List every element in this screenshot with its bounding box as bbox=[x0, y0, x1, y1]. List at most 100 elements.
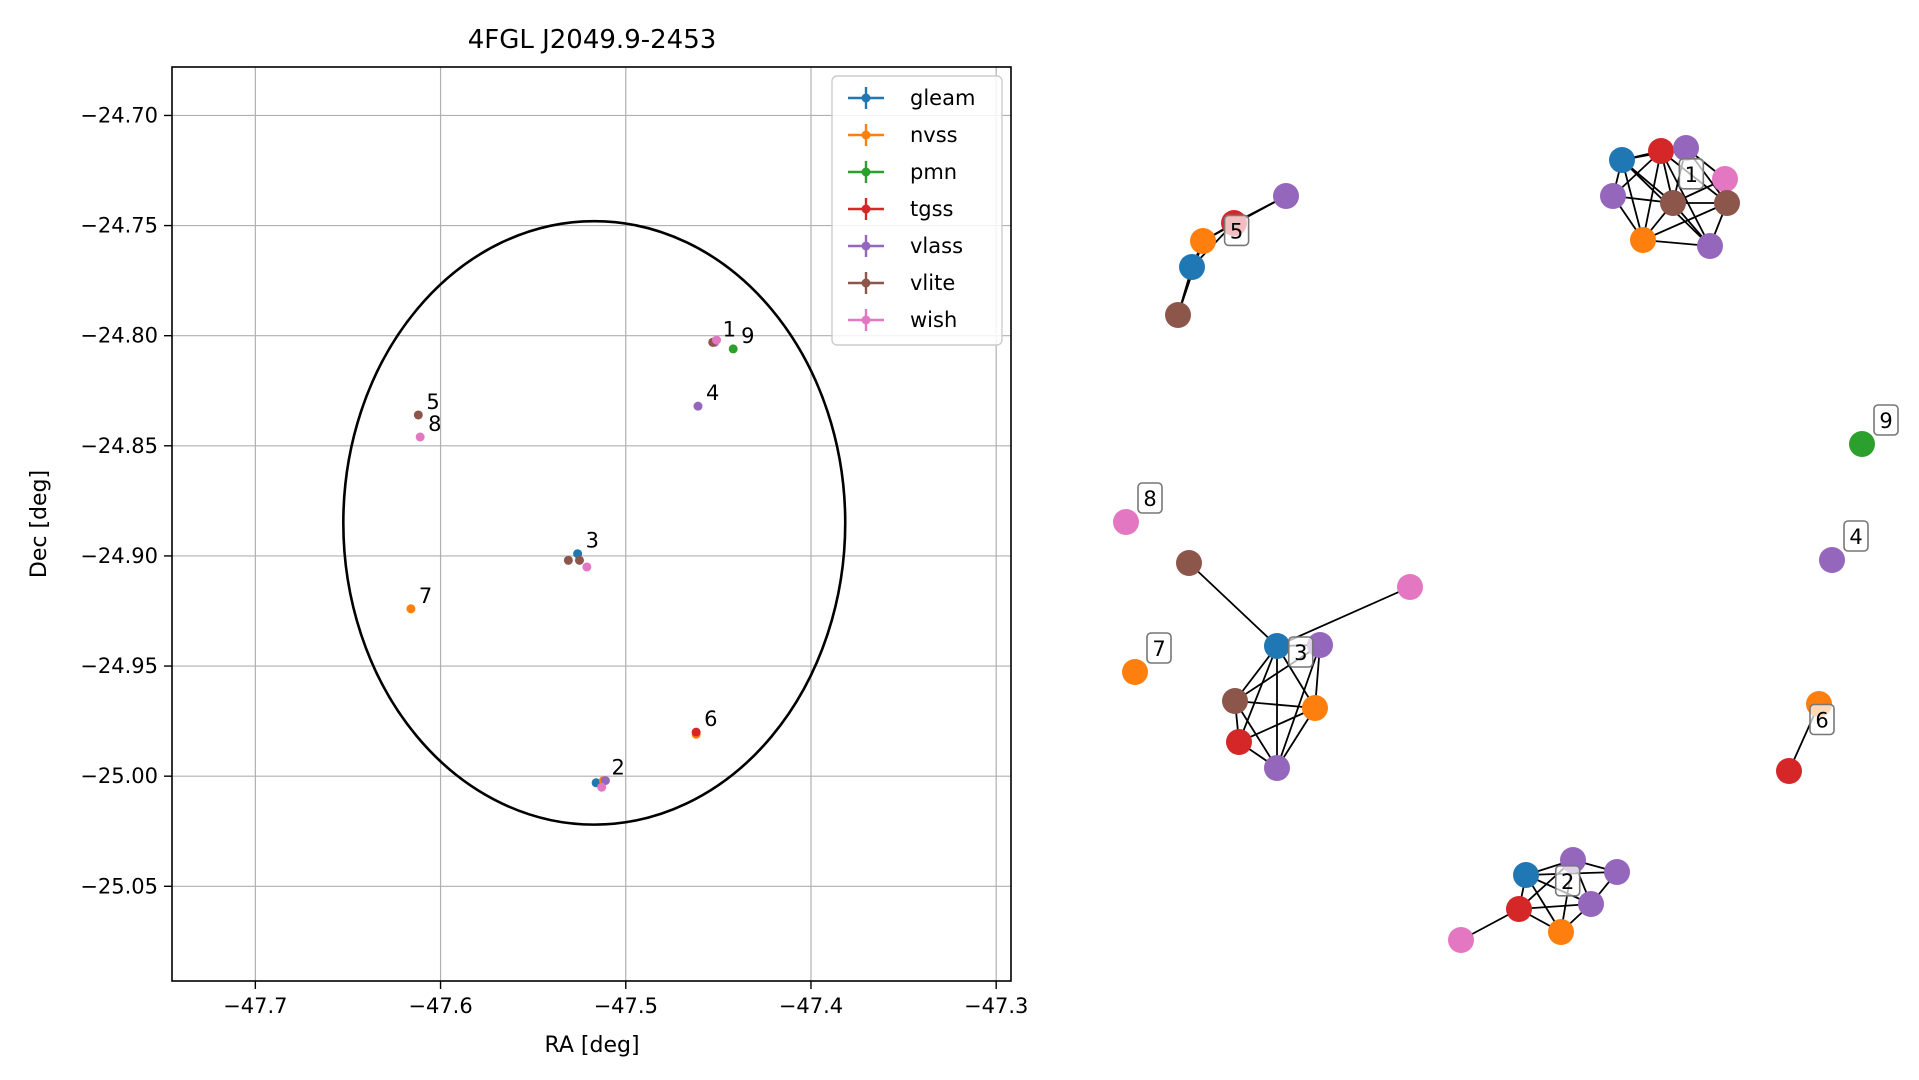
legend-label: wish bbox=[910, 308, 957, 332]
y-tick-label: −24.70 bbox=[80, 103, 158, 127]
legend-entry-tgss: tgss bbox=[848, 197, 953, 221]
annotation-label: 2 bbox=[612, 756, 625, 780]
cluster-label-text: 1 bbox=[1685, 163, 1698, 187]
graph-node-pmn bbox=[1849, 431, 1875, 457]
graph-node-vlite bbox=[1714, 190, 1740, 216]
graph-node-tgss bbox=[1648, 138, 1674, 164]
x-axis-ticks: −47.7 −47.6 −47.5 −47.4 −47.3 bbox=[223, 981, 1028, 1018]
graph-node-wish bbox=[1397, 574, 1423, 600]
graph-node-nvss bbox=[1548, 919, 1574, 945]
graph-node-vlite bbox=[1660, 190, 1686, 216]
cluster-label-text: 8 bbox=[1143, 487, 1156, 511]
legend-marker-dot bbox=[861, 315, 871, 325]
graph-node-vlass bbox=[1697, 233, 1723, 259]
annotation-label: 7 bbox=[419, 584, 432, 608]
legend-label: tgss bbox=[910, 197, 953, 221]
legend-entry-vlite: vlite bbox=[848, 271, 955, 295]
legend-marker-dot bbox=[861, 167, 871, 177]
scatter-annotations: 1 9 4 58 3 7 6 2 bbox=[419, 317, 755, 779]
cluster-label-text: 4 bbox=[1849, 525, 1862, 549]
point-vlite bbox=[563, 555, 573, 565]
graph-edge bbox=[1276, 586, 1411, 647]
graph-node-nvss bbox=[1302, 695, 1328, 721]
cluster-label-text: 7 bbox=[1152, 637, 1165, 661]
point-vlass bbox=[600, 776, 610, 786]
legend-entry-gleam: gleam bbox=[848, 86, 975, 110]
cluster-label-box bbox=[1287, 636, 1314, 668]
annotation-label: 1 bbox=[723, 317, 736, 341]
graph-node-tgss bbox=[1226, 729, 1252, 755]
graph-node-vlass bbox=[1600, 183, 1626, 209]
y-tick-label: −24.75 bbox=[80, 214, 158, 238]
annotation-label: 3 bbox=[586, 529, 599, 553]
chart-title: 4FGL J2049.9-2453 bbox=[468, 25, 717, 55]
y-axis-ticks: −24.70 −24.75 −24.80 −24.85 −24.90 −24.95 −25.… bbox=[80, 103, 172, 898]
cluster-label: 1 bbox=[1678, 157, 1705, 190]
cluster-label-box bbox=[1678, 157, 1705, 190]
graph-node-vlass bbox=[1604, 859, 1630, 885]
cluster-label-box bbox=[1223, 214, 1250, 247]
cluster-label-box bbox=[1146, 632, 1172, 664]
graph-node-vlite bbox=[1165, 302, 1191, 328]
point-wish bbox=[712, 335, 722, 345]
graph-node-vlass bbox=[1819, 547, 1845, 573]
graph-node-nvss bbox=[1122, 659, 1148, 685]
point-tgss bbox=[691, 727, 701, 737]
legend-label: vlass bbox=[910, 234, 963, 258]
cluster-label: 4 bbox=[1843, 520, 1869, 552]
legend-marker-dot bbox=[861, 204, 871, 214]
cluster-label-box bbox=[1554, 865, 1581, 897]
graph-labels: 1 5 9 8 4 7 3 6 2 bbox=[1137, 157, 1899, 897]
cluster-label-box bbox=[1843, 520, 1869, 552]
y-tick-label: −24.85 bbox=[80, 434, 158, 458]
graph-edge bbox=[1660, 150, 1711, 247]
graph-node-gleam bbox=[1609, 147, 1635, 173]
x-tick-label: −47.6 bbox=[408, 994, 472, 1018]
graph-edge bbox=[1238, 645, 1278, 743]
y-tick-label: −24.80 bbox=[80, 324, 158, 348]
cluster-label: 3 bbox=[1287, 636, 1314, 668]
cluster-label: 9 bbox=[1873, 404, 1899, 436]
graph-node-wish bbox=[1113, 509, 1139, 535]
network-panel: 1 5 9 8 4 7 3 6 2 bbox=[1113, 135, 1899, 953]
cluster-label-text: 9 bbox=[1879, 409, 1892, 433]
legend-entry-nvss: nvss bbox=[848, 123, 958, 147]
y-tick-label: −24.90 bbox=[80, 544, 158, 568]
graph-node-vlass bbox=[1578, 891, 1604, 917]
legend-marker-dot bbox=[861, 130, 871, 140]
graph-node-wish bbox=[1448, 927, 1474, 953]
annotation-label: 4 bbox=[706, 381, 719, 405]
legend: gleam nvss pmn tgss vlass vlite wish bbox=[831, 75, 1003, 346]
point-vlass bbox=[693, 401, 703, 411]
point-vlite bbox=[413, 410, 423, 420]
graph-nodes bbox=[1113, 135, 1875, 953]
graph-edge bbox=[1238, 707, 1316, 743]
cluster-label-box bbox=[1809, 703, 1835, 736]
legend-label: vlite bbox=[910, 271, 955, 295]
legend-box bbox=[831, 75, 1003, 346]
graph-node-wish bbox=[1712, 166, 1738, 192]
graph-edge bbox=[1621, 159, 1644, 241]
legend-marker-dot bbox=[861, 278, 871, 288]
point-vlite bbox=[574, 555, 584, 565]
graph-node-vlass bbox=[1273, 183, 1299, 209]
graph-node-nvss bbox=[1630, 227, 1656, 253]
cluster-label: 6 bbox=[1809, 703, 1835, 736]
y-tick-label: −25.00 bbox=[80, 764, 158, 788]
point-pmn bbox=[728, 344, 738, 354]
y-axis-label: Dec [deg] bbox=[27, 470, 52, 578]
graph-node-gleam bbox=[1264, 633, 1290, 659]
annotation-label: 6 bbox=[704, 707, 717, 731]
axes-frame bbox=[171, 66, 1012, 982]
graph-node-tgss bbox=[1506, 896, 1532, 922]
scatter-points bbox=[406, 335, 738, 792]
point-wish bbox=[597, 782, 607, 792]
point-wish bbox=[582, 562, 592, 572]
position-ellipse bbox=[342, 219, 847, 826]
graph-edge bbox=[1642, 150, 1662, 241]
legend-entry-wish: wish bbox=[848, 308, 957, 332]
graph-node-gleam bbox=[1179, 254, 1205, 280]
cluster-label: 8 bbox=[1137, 482, 1163, 514]
